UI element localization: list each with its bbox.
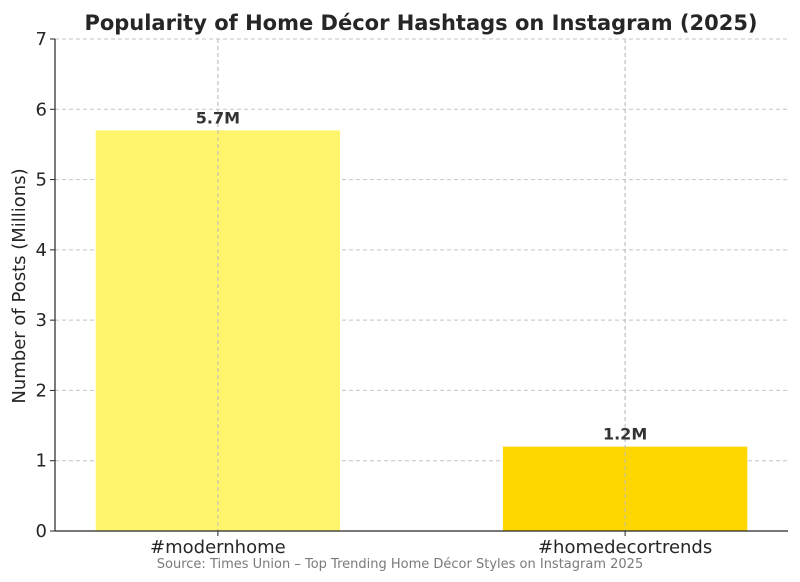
data-label: 5.7M [196,108,240,127]
axes [50,38,788,536]
y-tick-label: 7 [36,29,47,50]
data-label: 1.2M [603,425,647,444]
x-tick-label: #homedecortrends [538,537,712,558]
chart-title: Popularity of Home Décor Hashtags on Ins… [84,11,757,35]
y-tick-label: 6 [36,99,47,120]
y-tick-label: 4 [36,240,47,261]
y-tick-label: 2 [36,380,47,401]
bar-modernhome [95,130,341,531]
x-tick-label: #modernhome [150,537,286,558]
y-tick-label: 5 [36,170,47,191]
y-axis-label: Number of Posts (Millions) [9,168,30,403]
bars [95,130,748,531]
y-tick-label: 0 [36,521,47,542]
y-tick-label: 3 [36,310,47,331]
grid-overlay [217,39,626,531]
y-tick-label: 1 [36,451,47,472]
labels: 0 1 2 3 4 5 6 7 #modernhome #homedecortrends 5.7M 1… [36,29,713,558]
source-note: Source: Times Union – Top Trending Home … [157,557,643,572]
